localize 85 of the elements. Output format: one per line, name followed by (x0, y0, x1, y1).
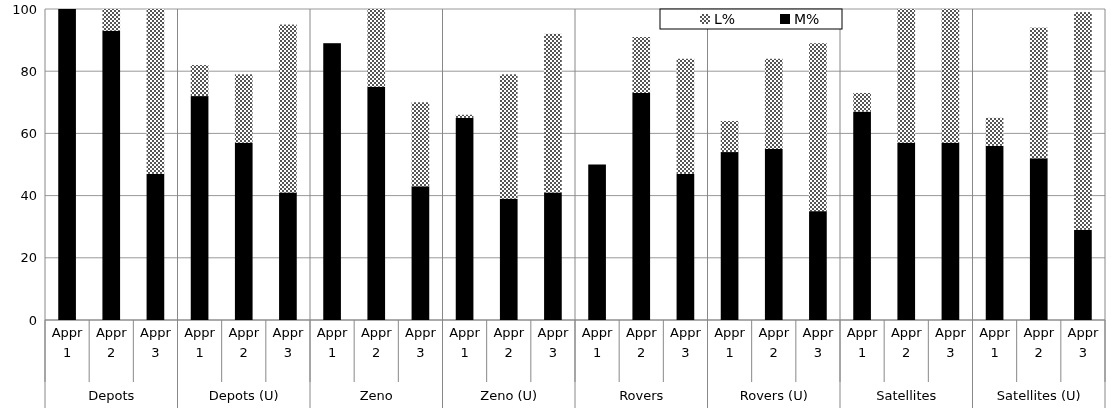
bar (720, 152, 739, 320)
y-tick-label: 60 (20, 125, 37, 141)
text: Satellites (876, 388, 937, 403)
bar (367, 9, 386, 87)
bar (897, 142, 916, 320)
x-tick-label: Appr 1 (316, 325, 349, 360)
x-tick-label: Appr 1 (714, 325, 746, 360)
bar (234, 74, 253, 143)
text: Rovers (619, 388, 664, 403)
x-tick-label: Appr 2 (228, 325, 260, 360)
bar (544, 33, 562, 193)
bar (764, 58, 783, 149)
y-tick-label: 80 (20, 63, 37, 79)
legend-label: M% (794, 11, 820, 27)
y-tick-label: 40 (20, 188, 37, 204)
x-tick-label: Appr 1 (846, 325, 879, 360)
text: Depots (U) (208, 388, 279, 403)
bar (367, 86, 386, 320)
text: Zeno (U) (480, 388, 538, 403)
x-tick-label: Appr 1 (581, 325, 614, 360)
bar (279, 192, 297, 320)
bar (499, 74, 518, 199)
x-tick-label: Appr 1 (51, 325, 84, 360)
x-tick-label: Appr 3 (935, 325, 967, 360)
bar (632, 92, 651, 320)
bar (1029, 27, 1048, 159)
bar (1029, 158, 1048, 320)
bar (411, 102, 430, 187)
bar (632, 36, 651, 93)
bar (809, 43, 827, 212)
bar (102, 30, 121, 320)
x-tick-label: Appr 2 (890, 325, 923, 360)
bar (588, 164, 606, 320)
bar (190, 64, 209, 97)
bar (941, 9, 960, 143)
bar (102, 9, 121, 31)
bar (1074, 229, 1092, 320)
x-tick-label: Appr 3 (1067, 325, 1099, 360)
bar (1074, 12, 1092, 230)
bar (455, 114, 474, 118)
x-tick-label: Appr 1 (449, 325, 481, 360)
x-tick-label: Appr 3 (272, 325, 304, 360)
legend-label: L% (714, 11, 736, 27)
bar (985, 117, 1004, 146)
x-tick-label: Appr 3 (802, 325, 834, 360)
y-tick-label: 0 (28, 312, 37, 328)
y-tick-label: 100 (12, 1, 37, 17)
text: Zeno (359, 388, 393, 403)
x-tick-label: Appr 3 (670, 325, 702, 360)
bar (234, 142, 253, 320)
x-tick-label: Appr 1 (184, 325, 216, 360)
bar (720, 120, 739, 153)
x-tick-label: Appr 2 (95, 325, 128, 360)
x-tick-label: Appr 3 (537, 325, 569, 360)
x-tick-label: Appr 2 (758, 325, 790, 360)
x-tick-label: Appr 2 (1023, 325, 1055, 360)
bar (146, 173, 165, 320)
y-tick-label: 20 (20, 250, 37, 266)
x-tick-label: Appr 2 (360, 325, 393, 360)
bar (853, 92, 871, 112)
x-tick-label: Appr 3 (405, 325, 437, 360)
bar (897, 9, 916, 143)
bar (676, 58, 695, 174)
bar (764, 148, 783, 320)
bar (455, 117, 474, 320)
x-tick-label: Appr 2 (625, 325, 658, 360)
bar (676, 173, 695, 320)
bar (809, 211, 827, 320)
bar (853, 111, 871, 320)
bar (146, 9, 165, 174)
bar (411, 186, 430, 320)
bar (190, 96, 209, 320)
text: Depots (88, 388, 135, 403)
bar (323, 43, 341, 320)
bar (985, 145, 1004, 320)
x-tick-label: Appr 1 (979, 325, 1011, 360)
x-tick-label: Appr 3 (140, 325, 172, 360)
x-tick-label: Appr 2 (493, 325, 525, 360)
text: Satellites (U) (996, 388, 1081, 403)
bar (544, 192, 562, 320)
bar (58, 9, 76, 320)
bar (499, 198, 518, 320)
bar (941, 142, 960, 320)
bar (279, 24, 297, 193)
text: Rovers (U) (739, 388, 808, 403)
